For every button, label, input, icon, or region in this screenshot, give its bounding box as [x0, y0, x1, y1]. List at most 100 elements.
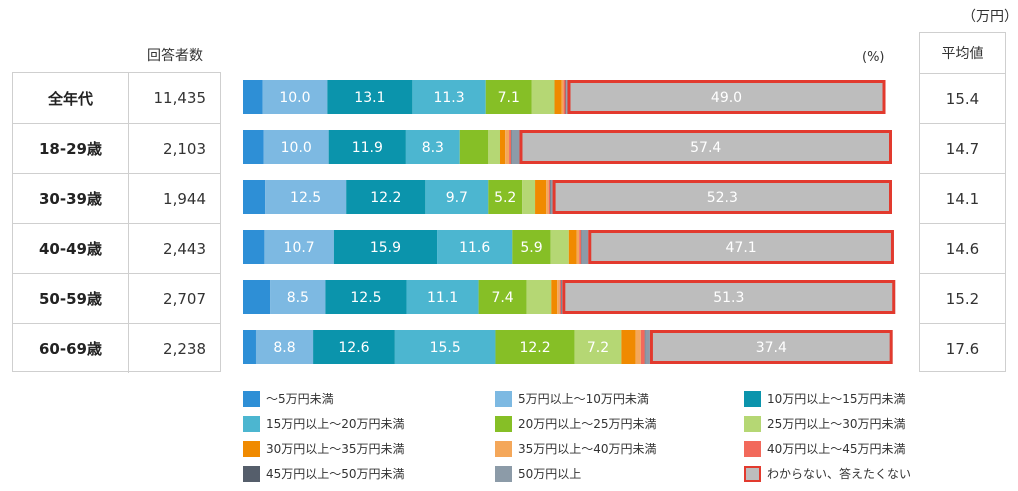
respondents-row: 50-59歳 2,707 — [13, 273, 220, 323]
legend-label: 50万円以上 — [518, 467, 582, 481]
bar-row: 8.8 12.6 15.5 12.2 7.2 37.4 — [243, 330, 893, 364]
bar-segment — [552, 180, 892, 214]
bar-segment — [265, 180, 347, 214]
bar-segment — [243, 180, 266, 214]
data-label: 12.5 — [350, 290, 381, 306]
legend-swatch — [744, 440, 761, 457]
data-label: 5.9 — [520, 240, 542, 256]
percent-unit-label: (%) — [862, 50, 885, 65]
data-label: 15.9 — [370, 240, 401, 256]
legend-label: ～5万円未満 — [266, 392, 334, 406]
legend-item: 30万円以上～35万円未満 — [243, 440, 405, 457]
legend-label: 45万円以上～50万円未満 — [266, 467, 405, 481]
highlight-outline — [519, 130, 892, 164]
bar-segment — [346, 180, 426, 214]
legend-item: 40万円以上～45万円未満 — [744, 440, 906, 457]
legend-label: 10万円以上～15万円未満 — [767, 392, 906, 406]
highlight-outline — [567, 80, 886, 114]
bar-segment — [509, 130, 512, 164]
bar-segment — [488, 180, 523, 214]
average-value: 14.7 — [920, 123, 1005, 173]
data-label: 51.3 — [713, 290, 744, 306]
bar-segment — [550, 180, 553, 214]
legend-item: 15万円以上～20万円未満 — [243, 415, 405, 432]
bar-segment — [505, 130, 510, 164]
bar-segment — [485, 80, 532, 114]
age-group-label: 全年代 — [13, 73, 129, 123]
bar-segment — [576, 230, 580, 264]
bar-segment — [549, 180, 551, 214]
data-label: 49.0 — [711, 90, 742, 106]
bar-segment — [581, 230, 589, 264]
data-label: 9.7 — [446, 190, 468, 206]
respondents-row: 全年代 11,435 — [13, 73, 220, 123]
bar-segment — [621, 330, 636, 364]
bar-segment — [500, 130, 506, 164]
bar-segment — [566, 80, 568, 114]
legend-swatch — [243, 415, 260, 432]
bar-segment — [645, 330, 650, 364]
legend-item: 20万円以上～25万円未満 — [495, 415, 657, 432]
average-value: 17.6 — [920, 323, 1005, 373]
legend-label: わからない、答えたくない — [767, 467, 912, 481]
average-value: 15.2 — [920, 273, 1005, 323]
bar-segment — [550, 230, 569, 264]
bar-segment — [243, 230, 265, 264]
bar-segment — [405, 130, 460, 164]
bar-segment — [255, 330, 314, 364]
bar-row: 12.5 12.2 9.7 5.2 52.3 — [243, 180, 892, 214]
legend-item: 10万円以上～15万円未満 — [744, 390, 906, 407]
data-label: 12.6 — [338, 340, 369, 356]
data-label: 57.4 — [690, 140, 721, 156]
legend-label: 15万円以上～20万円未満 — [266, 417, 405, 431]
highlight-outline — [562, 280, 896, 314]
data-label: 13.1 — [354, 90, 385, 106]
respondent-count: 1,944 — [163, 189, 206, 208]
bar-segment — [581, 230, 582, 264]
highlight-outline — [552, 180, 892, 214]
respondent-count: 2,707 — [163, 289, 206, 308]
data-label: 47.1 — [726, 240, 757, 256]
bar-segment — [562, 280, 896, 314]
bar-segment — [561, 280, 562, 314]
bar-segment — [495, 330, 575, 364]
bar-segment — [579, 230, 582, 264]
age-group-label: 18-29歳 — [13, 124, 129, 173]
legend-label: 35万円以上～40万円未満 — [518, 442, 657, 456]
bar-segment — [478, 280, 527, 314]
bar-segment — [459, 130, 489, 164]
bar-segment — [262, 80, 328, 114]
respondents-header: 回答者数 — [147, 48, 203, 64]
data-label: 7.4 — [491, 290, 513, 306]
bar-segment — [325, 280, 407, 314]
legend-item: 35万円以上～40万円未満 — [495, 440, 657, 457]
respondent-count: 2,238 — [163, 339, 206, 358]
data-label: 11.1 — [427, 290, 458, 306]
bar-segment — [263, 130, 329, 164]
legend-swatch — [495, 390, 512, 407]
bar-segment — [561, 80, 564, 114]
data-label: 7.1 — [498, 90, 520, 106]
bar-segment — [437, 230, 513, 264]
bar-segment — [574, 330, 622, 364]
bar-segment — [270, 280, 326, 314]
legend-swatch — [243, 465, 260, 482]
legend-item: 5万円以上～10万円未満 — [495, 390, 649, 407]
respondents-table: 全年代 11,435 18-29歳 2,103 30-39歳 1,944 40-49歳 2,4… — [12, 72, 221, 373]
data-label: 52.3 — [707, 190, 738, 206]
bar-segment — [535, 180, 547, 214]
bar-segment — [243, 80, 263, 114]
bar-segment — [519, 130, 892, 164]
legend-swatch — [744, 415, 761, 432]
data-label: 8.3 — [422, 140, 444, 156]
legend-item: 45万円以上～50万円未満 — [243, 465, 405, 482]
bar-segment — [511, 130, 512, 164]
age-group-label: 40-49歳 — [13, 224, 129, 273]
bar-segment — [526, 280, 552, 314]
data-label: 5.2 — [494, 190, 516, 206]
data-label: 11.6 — [459, 240, 490, 256]
bar-segment — [488, 130, 501, 164]
bar-segment — [561, 280, 563, 314]
data-label: 15.5 — [430, 340, 461, 356]
age-group-label: 50-59歳 — [13, 274, 129, 323]
